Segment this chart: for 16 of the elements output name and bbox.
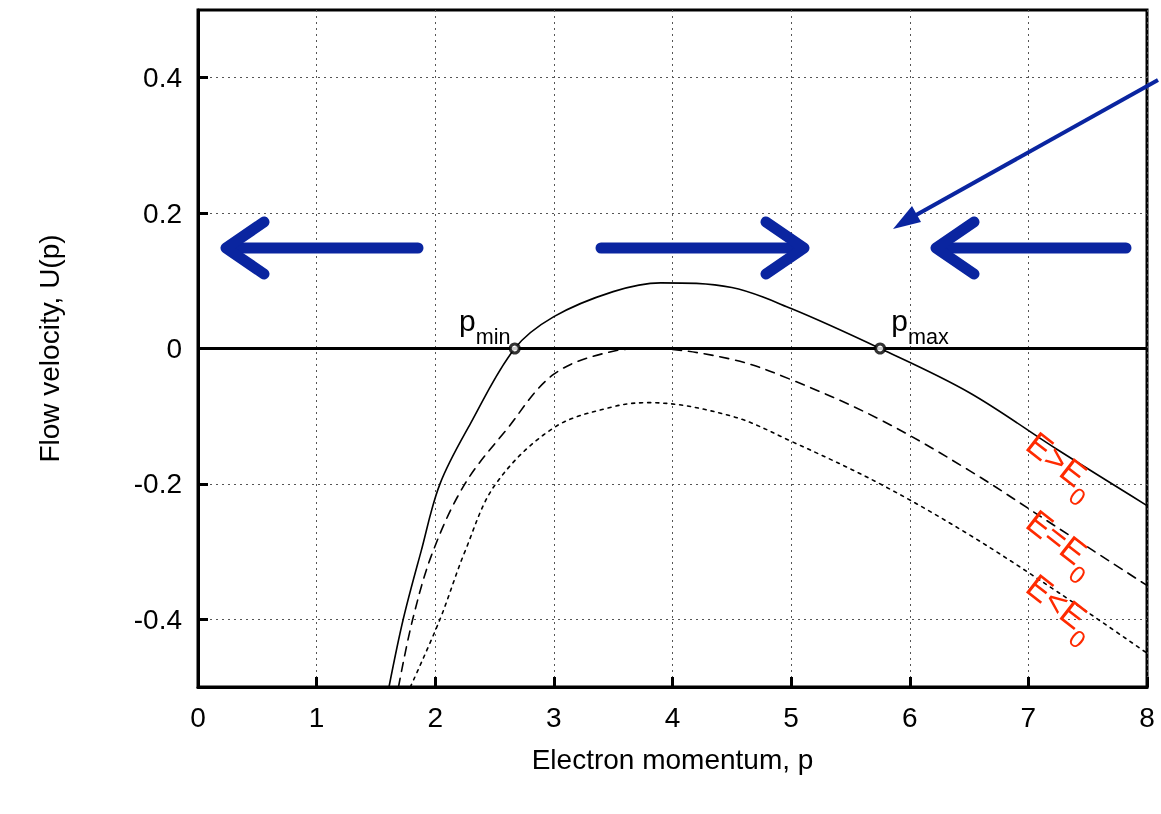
x-tick-label: 5 (783, 701, 799, 733)
x-tick-label: 6 (901, 701, 918, 733)
x-tick-label: 4 (664, 701, 681, 733)
x-tick-label: 8 (1139, 701, 1155, 733)
x-axis-title: Electron momentum, p (531, 743, 814, 775)
y-tick-label: -0.2 (133, 468, 182, 500)
x-tick-label: 2 (427, 701, 444, 733)
x-tick-label: 3 (546, 701, 562, 733)
x-tick-label: 7 (1020, 701, 1037, 733)
x-tick-label: 0 (190, 701, 206, 733)
y-tick-label: 0 (166, 333, 182, 364)
y-tick-label: -0.4 (133, 603, 182, 635)
y-axis-title: Flow velocity, U(p) (33, 234, 65, 463)
x-tick-label: 1 (308, 701, 325, 733)
y-tick-label: 0.2 (143, 197, 182, 229)
y-tick-label: 0.4 (143, 62, 182, 94)
